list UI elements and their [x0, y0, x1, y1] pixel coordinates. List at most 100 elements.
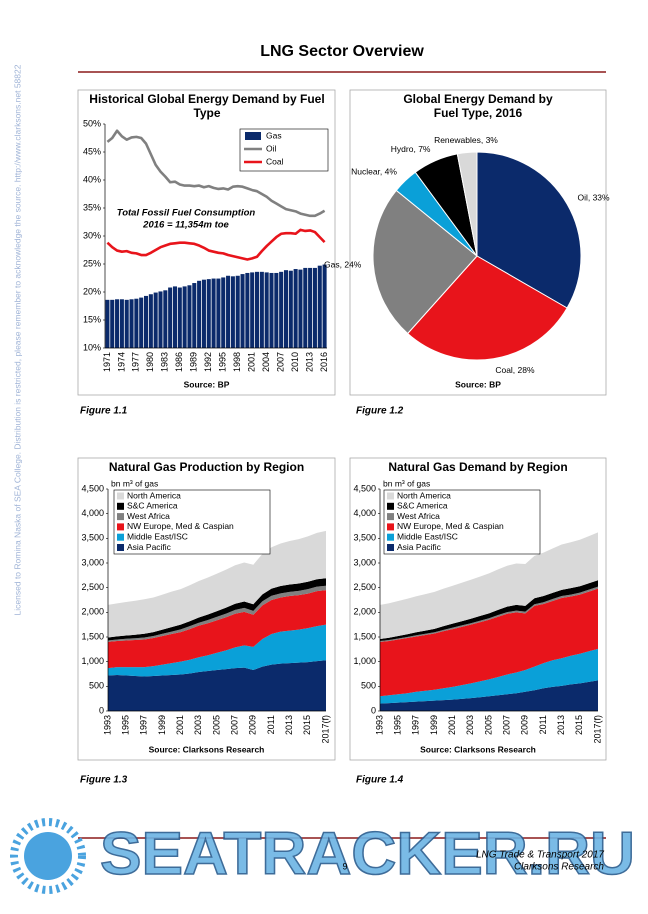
bar — [115, 299, 120, 348]
y-tick-label: 15% — [83, 314, 101, 324]
bar — [182, 286, 187, 348]
legend-label: Oil — [266, 143, 277, 153]
legend-label: West Africa — [127, 511, 170, 521]
legend-swatch — [387, 502, 394, 510]
slice-label: Hydro, 7% — [391, 144, 431, 154]
bar — [197, 280, 202, 348]
bar — [221, 277, 226, 348]
annotation: 2016 = 11,354m toe — [142, 220, 229, 231]
slice-label: Oil, 33% — [577, 192, 610, 202]
bar — [105, 299, 110, 348]
x-tick-label: 1993 — [102, 715, 112, 735]
bar — [264, 272, 269, 348]
x-tick-label: 2013 — [556, 715, 566, 735]
y-tick-label: 3,500 — [81, 533, 104, 543]
bar — [187, 285, 192, 348]
legend-label: Middle East/ISC — [127, 531, 188, 541]
bar — [293, 269, 298, 348]
area — [380, 680, 598, 711]
bar — [254, 271, 260, 348]
legend-label: Middle East/ISC — [397, 531, 458, 541]
area — [380, 532, 598, 639]
bar — [322, 264, 327, 348]
footer-source: Clarksons Research — [514, 862, 604, 873]
legend-swatch — [117, 502, 124, 510]
slice-label: Coal, 28% — [495, 365, 535, 375]
bar — [201, 279, 206, 348]
bar — [308, 267, 313, 348]
x-tick-label: 2005 — [211, 715, 221, 735]
x-tick-label: 2001 — [247, 352, 257, 372]
x-tick-label: 2017(f) — [592, 715, 602, 744]
x-tick-label: 1995 — [218, 352, 228, 372]
bar — [240, 274, 245, 348]
y-tick-label: 3,500 — [353, 533, 376, 543]
area — [380, 648, 598, 704]
bar — [269, 272, 274, 348]
y-tick-label: 20% — [83, 286, 101, 296]
x-tick-label: 2005 — [483, 715, 493, 735]
y-tick-label: 45% — [83, 146, 101, 156]
y-tick-label: 25% — [83, 258, 101, 268]
bar — [274, 272, 279, 348]
legend-label: NW Europe, Med & Caspian — [127, 521, 234, 531]
x-tick-label: 2010 — [290, 352, 300, 372]
area — [108, 590, 326, 669]
pie-slice — [476, 151, 582, 309]
bar — [250, 272, 255, 348]
x-tick-label: 1992 — [203, 352, 213, 372]
bar — [110, 299, 115, 348]
x-tick-label: 2003 — [193, 715, 203, 735]
x-tick-label: 1999 — [157, 715, 167, 735]
bar — [317, 265, 322, 348]
chart-title: Natural Gas Demand by Region — [388, 460, 568, 474]
x-tick-label: 1997 — [139, 715, 149, 735]
y-tick-label: 2,000 — [353, 607, 376, 617]
pie-slice — [406, 255, 568, 361]
y-tick-label: 35% — [83, 202, 101, 212]
chart-source: Source: Clarksons Research — [420, 744, 536, 754]
y-tick-label: 30% — [83, 230, 101, 240]
chart-title-box: Historical Global Energy Demand by Fuel … — [89, 92, 324, 120]
y-tick-label: 1,500 — [353, 631, 376, 641]
figure-label: Figure 1.3 — [80, 775, 128, 786]
legend-box — [383, 489, 541, 555]
bar — [283, 270, 289, 348]
page-title: LNG Sector Overview — [260, 43, 424, 60]
sun-disc — [24, 832, 72, 880]
bar — [134, 298, 139, 348]
annotation: Total Fossil Fuel Consumption — [117, 208, 256, 219]
bar — [129, 299, 134, 348]
x-tick-label: 1999 — [429, 715, 439, 735]
bar — [168, 287, 173, 348]
chart-source: Source: BP — [455, 379, 501, 389]
legend-swatch — [245, 132, 261, 140]
pie-slice — [456, 151, 478, 257]
y-tick-label: 0 — [99, 705, 104, 715]
sun-rays — [10, 818, 86, 894]
legend-swatch — [387, 492, 394, 500]
legend-label: West Africa — [397, 511, 440, 521]
y-tick-label: 2,000 — [81, 607, 104, 617]
y-tick-label: 4,000 — [353, 508, 376, 518]
y-tick-label: 1,000 — [353, 656, 376, 666]
y-tick-label: 500 — [89, 681, 104, 691]
page-number: 9 — [342, 861, 347, 871]
y-tick-label: 2,500 — [81, 582, 104, 592]
x-tick-label: 2001 — [175, 715, 185, 735]
legend-swatch — [387, 523, 394, 531]
bar — [177, 287, 182, 348]
legend-swatch — [117, 544, 124, 551]
bar — [148, 294, 153, 348]
bar — [139, 297, 144, 348]
line — [106, 228, 326, 261]
legend-label: NW Europe, Med & Caspian — [397, 521, 504, 531]
chart-source: Source: Clarksons Research — [149, 744, 265, 754]
area — [380, 588, 598, 697]
bar — [226, 275, 231, 348]
bar — [245, 272, 250, 348]
x-tick-label: 2007 — [502, 715, 512, 735]
bar — [303, 267, 308, 348]
chart-title-box: Global Energy Demand by Fuel Type, 2016 — [403, 92, 552, 120]
x-tick-label: 2013 — [304, 352, 314, 372]
